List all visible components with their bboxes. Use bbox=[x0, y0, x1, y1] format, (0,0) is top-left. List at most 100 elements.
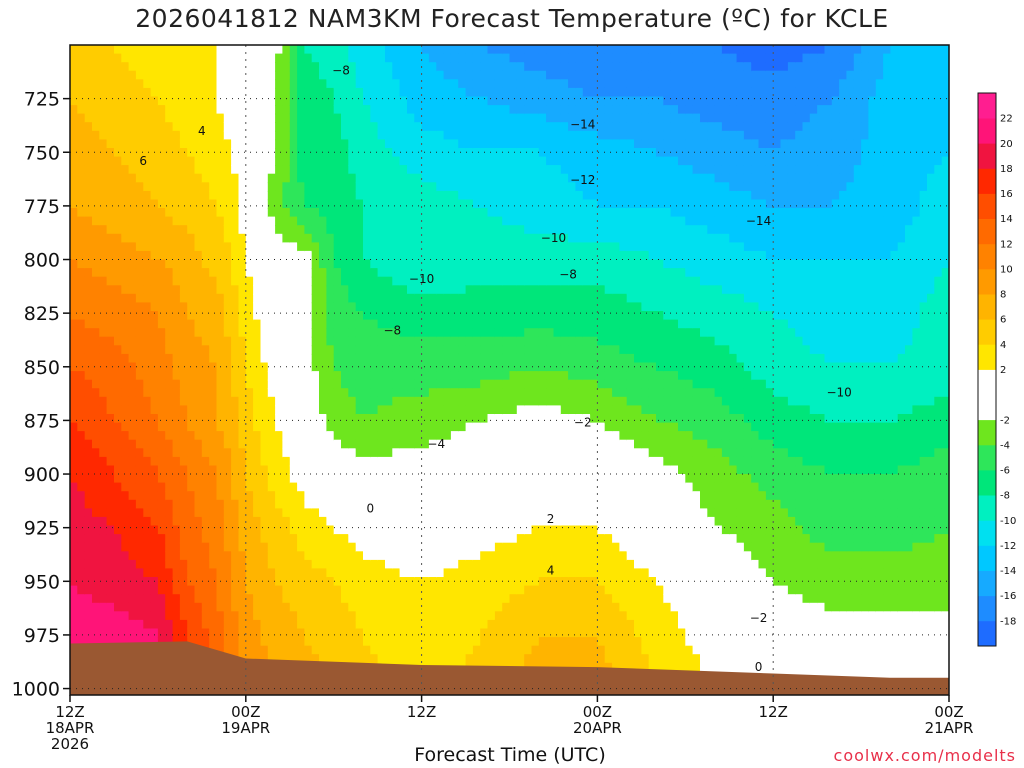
heat-cell bbox=[77, 499, 86, 510]
heat-cell bbox=[538, 508, 547, 518]
heat-cell bbox=[157, 122, 166, 132]
heat-cell bbox=[341, 165, 350, 175]
heat-cell bbox=[297, 379, 306, 390]
heat-cell bbox=[428, 508, 437, 518]
heat-cell bbox=[531, 293, 540, 304]
heat-cell bbox=[238, 362, 247, 372]
heat-cell bbox=[99, 328, 108, 338]
heat-cell bbox=[414, 208, 423, 218]
heat-cell bbox=[494, 439, 503, 450]
heat-cell bbox=[502, 122, 511, 132]
heat-cell bbox=[399, 422, 408, 432]
heat-cell bbox=[165, 474, 174, 484]
heat-cell bbox=[84, 53, 93, 63]
heat-cell bbox=[150, 302, 159, 312]
heat-cell bbox=[282, 311, 291, 321]
heat-cell bbox=[231, 474, 240, 484]
heat-cell bbox=[150, 439, 159, 450]
heat-cell bbox=[121, 577, 130, 587]
heat-cell bbox=[92, 53, 101, 63]
heat-cell bbox=[414, 113, 423, 123]
heat-cell bbox=[465, 87, 474, 98]
heat-cell bbox=[106, 439, 115, 450]
heat-cell bbox=[260, 87, 269, 98]
heat-cell bbox=[106, 216, 115, 226]
heat-cell bbox=[385, 456, 394, 467]
heat-cell bbox=[245, 165, 254, 175]
heat-cell bbox=[121, 62, 130, 72]
heat-cell bbox=[209, 379, 218, 390]
heat-cell bbox=[92, 70, 101, 81]
heat-cell bbox=[165, 285, 174, 295]
heat-cell bbox=[355, 362, 364, 372]
heat-cell bbox=[363, 79, 372, 89]
heat-cell bbox=[70, 319, 79, 329]
heat-cell bbox=[472, 551, 481, 561]
heat-cell bbox=[355, 130, 364, 141]
heat-cell bbox=[84, 439, 93, 450]
heat-cell bbox=[450, 70, 459, 81]
heat-cell bbox=[253, 319, 262, 329]
heat-cell bbox=[348, 53, 357, 63]
heat-cell bbox=[538, 139, 547, 149]
heat-cell bbox=[99, 311, 108, 321]
heat-cell bbox=[465, 585, 474, 595]
heat-cell bbox=[238, 208, 247, 218]
heat-cell bbox=[377, 611, 386, 621]
heat-cell bbox=[157, 585, 166, 595]
heat-cell bbox=[450, 396, 459, 407]
heat-cell bbox=[84, 242, 93, 252]
heat-cell bbox=[363, 602, 372, 613]
heat-cell bbox=[84, 414, 93, 424]
heat-cell bbox=[494, 602, 503, 613]
heat-cell bbox=[458, 225, 467, 235]
heat-cell bbox=[509, 414, 518, 424]
heat-cell bbox=[106, 405, 115, 415]
heat-cell bbox=[92, 414, 101, 424]
heat-cell bbox=[209, 225, 218, 235]
heat-cell bbox=[194, 148, 203, 158]
heat-cell bbox=[201, 414, 210, 424]
heat-cell bbox=[370, 577, 379, 587]
heat-cell bbox=[209, 199, 218, 209]
heat-cell bbox=[84, 456, 93, 467]
heat-cell bbox=[538, 70, 547, 81]
heat-cell bbox=[428, 190, 437, 201]
heat-cell bbox=[135, 79, 144, 89]
heat-cell bbox=[443, 190, 452, 201]
heat-cell bbox=[297, 319, 306, 329]
heat-cell bbox=[304, 302, 313, 312]
heat-cell bbox=[509, 551, 518, 561]
heat-cell bbox=[150, 208, 159, 218]
heat-cell bbox=[165, 577, 174, 587]
heat-cell bbox=[289, 285, 298, 295]
heat-cell bbox=[341, 577, 350, 587]
heat-cell bbox=[275, 233, 284, 244]
heat-cell bbox=[516, 611, 525, 621]
heat-cell bbox=[216, 499, 225, 510]
heat-cell bbox=[223, 328, 232, 338]
heat-cell bbox=[216, 559, 225, 570]
heat-cell bbox=[502, 328, 511, 338]
heat-cell bbox=[319, 499, 328, 510]
heat-cell bbox=[77, 328, 86, 338]
heat-cell bbox=[443, 148, 452, 158]
heat-cell bbox=[106, 516, 115, 527]
heat-cell bbox=[355, 456, 364, 467]
heat-cell bbox=[348, 637, 357, 647]
heat-cell bbox=[399, 525, 408, 535]
heat-cell bbox=[150, 396, 159, 407]
heat-cell bbox=[355, 173, 364, 184]
heat-cell bbox=[538, 585, 547, 595]
heat-cell bbox=[494, 293, 503, 304]
heat-cell bbox=[436, 96, 445, 106]
heat-cell bbox=[392, 577, 401, 587]
heat-cell bbox=[187, 431, 196, 441]
heat-cell bbox=[231, 448, 240, 458]
heat-cell bbox=[546, 336, 555, 347]
heat-cell bbox=[209, 79, 218, 89]
heat-cell bbox=[509, 302, 518, 312]
heat-cell bbox=[165, 148, 174, 158]
heat-cell bbox=[223, 122, 232, 132]
heat-cell bbox=[260, 405, 269, 415]
